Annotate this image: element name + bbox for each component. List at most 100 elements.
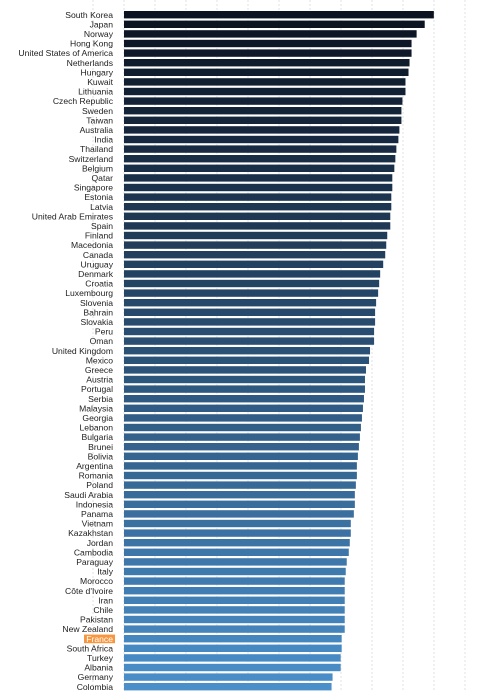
- bar: [124, 366, 366, 374]
- category-label: New Zealand: [62, 624, 113, 634]
- category-label: Saudi Arabia: [64, 490, 113, 500]
- category-label: Colombia: [77, 682, 114, 692]
- bar: [124, 452, 358, 460]
- category-label: Netherlands: [67, 58, 113, 68]
- category-label: Bolivia: [88, 451, 114, 461]
- bar: [124, 318, 376, 326]
- grid-lines: [92, 0, 466, 692]
- bar: [124, 347, 371, 355]
- category-label: Finland: [85, 231, 113, 241]
- bar: [124, 596, 345, 604]
- category-label: Mexico: [86, 355, 113, 365]
- bar: [124, 414, 362, 422]
- bar: [124, 529, 351, 537]
- bar: [124, 606, 345, 614]
- category-label: Denmark: [78, 269, 114, 279]
- bar: [124, 587, 345, 595]
- bar: [124, 289, 379, 297]
- category-label: Cambodia: [74, 547, 113, 557]
- category-label: Jordan: [87, 538, 113, 548]
- category-label: Spain: [91, 221, 113, 231]
- category-label: Taiwan: [86, 115, 113, 125]
- category-label: Pakistan: [80, 615, 113, 625]
- category-label: United Arab Emirates: [32, 211, 113, 221]
- bar: [124, 673, 333, 681]
- bar: [124, 135, 399, 144]
- category-label: Lithuania: [78, 87, 113, 97]
- bar: [124, 462, 357, 470]
- bar: [124, 203, 392, 211]
- bar: [124, 443, 359, 451]
- category-label: Serbia: [88, 394, 113, 404]
- bar: [124, 423, 361, 432]
- category-label: South Korea: [65, 10, 113, 20]
- bar: [124, 260, 384, 268]
- bar: [124, 500, 355, 508]
- category-label: Japan: [90, 19, 114, 29]
- bar: [124, 644, 342, 652]
- category-label: Malaysia: [79, 403, 113, 413]
- category-label: Macedonia: [71, 240, 113, 250]
- category-label: Hungary: [81, 67, 114, 77]
- bar: [124, 385, 365, 393]
- bar: [124, 567, 346, 576]
- bar: [124, 183, 393, 192]
- bar: [124, 59, 410, 67]
- bar: [124, 519, 351, 528]
- category-label: Estonia: [84, 192, 113, 202]
- category-label: Albania: [84, 663, 113, 673]
- bar: [124, 30, 417, 38]
- category-label: Croatia: [85, 279, 113, 289]
- bar: [124, 395, 364, 403]
- bar: [124, 510, 354, 518]
- category-label: Bahrain: [83, 307, 113, 317]
- category-label: Sweden: [82, 106, 113, 116]
- category-label: Singapore: [74, 183, 113, 193]
- category-label: United Kingdom: [52, 346, 113, 356]
- category-label: Georgia: [82, 413, 113, 423]
- bar: [124, 174, 393, 182]
- bar: [124, 471, 357, 480]
- category-label: Chile: [93, 605, 113, 615]
- bar: [124, 78, 406, 86]
- bar: [124, 87, 406, 96]
- category-label: Canada: [83, 250, 113, 260]
- bar: [124, 68, 409, 76]
- bar: [124, 97, 403, 105]
- bar: [124, 39, 412, 48]
- category-label: Iran: [98, 595, 113, 605]
- category-label: Morocco: [80, 576, 113, 586]
- category-label-highlighted: France: [86, 634, 113, 644]
- bar: [124, 327, 375, 336]
- bar: [124, 404, 363, 412]
- bar: [124, 337, 375, 345]
- category-label: Latvia: [90, 202, 113, 212]
- bar: [124, 491, 355, 499]
- category-label: Australia: [80, 125, 114, 135]
- category-label: Italy: [97, 567, 113, 577]
- bar: [124, 49, 412, 57]
- bar: [124, 356, 370, 364]
- bar: [124, 164, 395, 172]
- category-label: Uruguay: [81, 259, 114, 269]
- bar: [124, 155, 396, 163]
- bar: [124, 231, 388, 240]
- bar: [124, 116, 402, 124]
- category-label: Kazakhstan: [68, 528, 113, 538]
- category-label: United States of America: [18, 48, 113, 58]
- bar: [124, 635, 342, 643]
- category-label: Côte d'Ivoire: [65, 586, 113, 596]
- category-label: South Africa: [67, 643, 114, 653]
- category-label: Kuwait: [87, 77, 113, 87]
- category-label: Slovenia: [80, 298, 113, 308]
- category-label: Austria: [86, 375, 113, 385]
- category-label: Czech Republic: [53, 96, 114, 106]
- category-label: Panama: [81, 509, 113, 519]
- category-label: Turkey: [87, 653, 114, 663]
- bar: [124, 241, 387, 249]
- bar: [124, 299, 377, 307]
- category-label: Luxembourg: [65, 288, 113, 298]
- category-label: Hong Kong: [70, 39, 113, 49]
- bar: [124, 683, 332, 691]
